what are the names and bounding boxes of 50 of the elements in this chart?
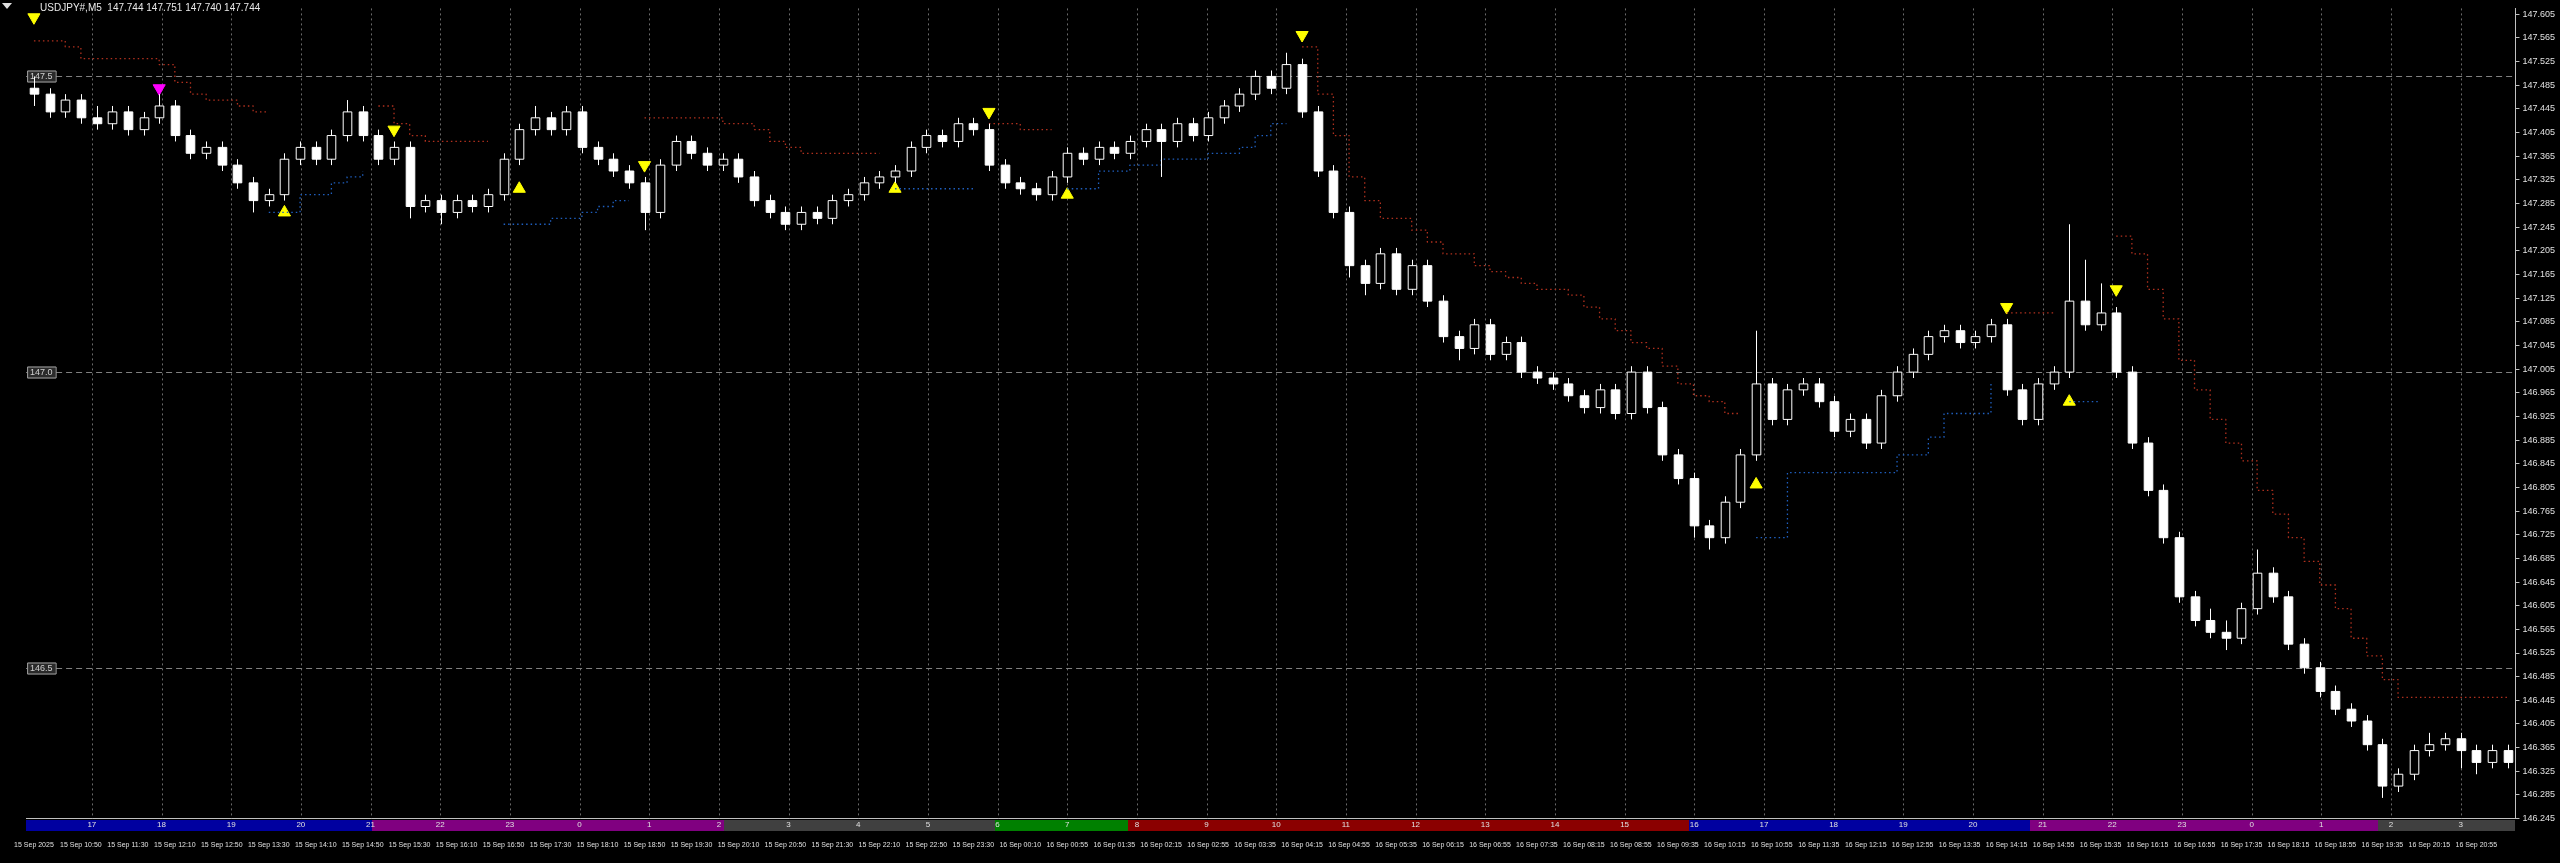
y-tick-label: 147.365 (2522, 150, 2556, 161)
y-tick-label: 147.045 (2522, 339, 2556, 350)
ref-line-label: 146.5 (30, 662, 53, 673)
y-tick-label: 146.525 (2522, 647, 2556, 658)
y-tick-label: 147.245 (2522, 221, 2556, 232)
y-tick-label: 147.605 (2522, 8, 2556, 19)
y-tick-label: 147.005 (2522, 363, 2556, 374)
y-tick-label: 146.685 (2522, 552, 2556, 563)
y-tick-label: 147.565 (2522, 32, 2556, 43)
point (982, 107, 996, 120)
point (2062, 394, 2076, 406)
ref-line-label: 147.5 (30, 70, 53, 81)
point (1295, 31, 1309, 43)
point (1749, 476, 1763, 489)
y-tick-label: 146.485 (2522, 671, 2556, 682)
ref-line-label: 147.0 (30, 366, 53, 377)
y-tick-label: 146.885 (2522, 434, 2556, 445)
y-tick-label: 146.325 (2522, 765, 2556, 776)
y-tick-label: 147.525 (2522, 56, 2556, 67)
y-tick-label: 146.645 (2522, 576, 2556, 587)
y-tick-label: 147.205 (2522, 245, 2556, 256)
y-tick-label: 147.085 (2522, 316, 2556, 327)
y-tick-label: 146.445 (2522, 694, 2556, 705)
y-tick-label: 146.845 (2522, 458, 2556, 469)
y-tick-label: 147.445 (2522, 103, 2556, 114)
y-tick-label: 146.565 (2522, 623, 2556, 634)
y-tick-label: 147.485 (2522, 79, 2556, 90)
point (27, 13, 41, 25)
y-tick-label: 147.165 (2522, 269, 2556, 280)
point (2000, 303, 2014, 315)
y-tick-label: 147.125 (2522, 292, 2556, 303)
y-tick-label: 146.285 (2522, 789, 2556, 800)
y-tick-label: 147.325 (2522, 174, 2556, 185)
y-tick-label: 146.365 (2522, 742, 2556, 753)
y-tick-label: 146.725 (2522, 529, 2556, 540)
y-tick-label: 146.245 (2522, 813, 2556, 824)
y-tick-label: 146.805 (2522, 481, 2556, 492)
point (637, 161, 652, 173)
chart-title: USDJPY#,M5 147.744 147.751 147.740 147.744 (40, 1, 261, 13)
y-tick-label: 146.925 (2522, 410, 2556, 421)
y-tick-label: 146.965 (2522, 387, 2556, 398)
y-tick-label: 146.605 (2522, 600, 2556, 611)
point (152, 84, 166, 96)
y-tick-label: 147.405 (2522, 127, 2556, 138)
point (2109, 285, 2123, 297)
y-tick-label: 147.285 (2522, 198, 2556, 209)
y-tick-label: 146.405 (2522, 718, 2556, 729)
point (387, 125, 401, 138)
session-strip: 17 18 19 20 21 22 23 0 1 2 3 4 5 6 7 8 9 10 11 12 13 14 15 16 17 18 19 20 21 22 23 0 1 2 3 (26, 819, 2516, 831)
y-tick-label: 146.765 (2522, 505, 2556, 516)
